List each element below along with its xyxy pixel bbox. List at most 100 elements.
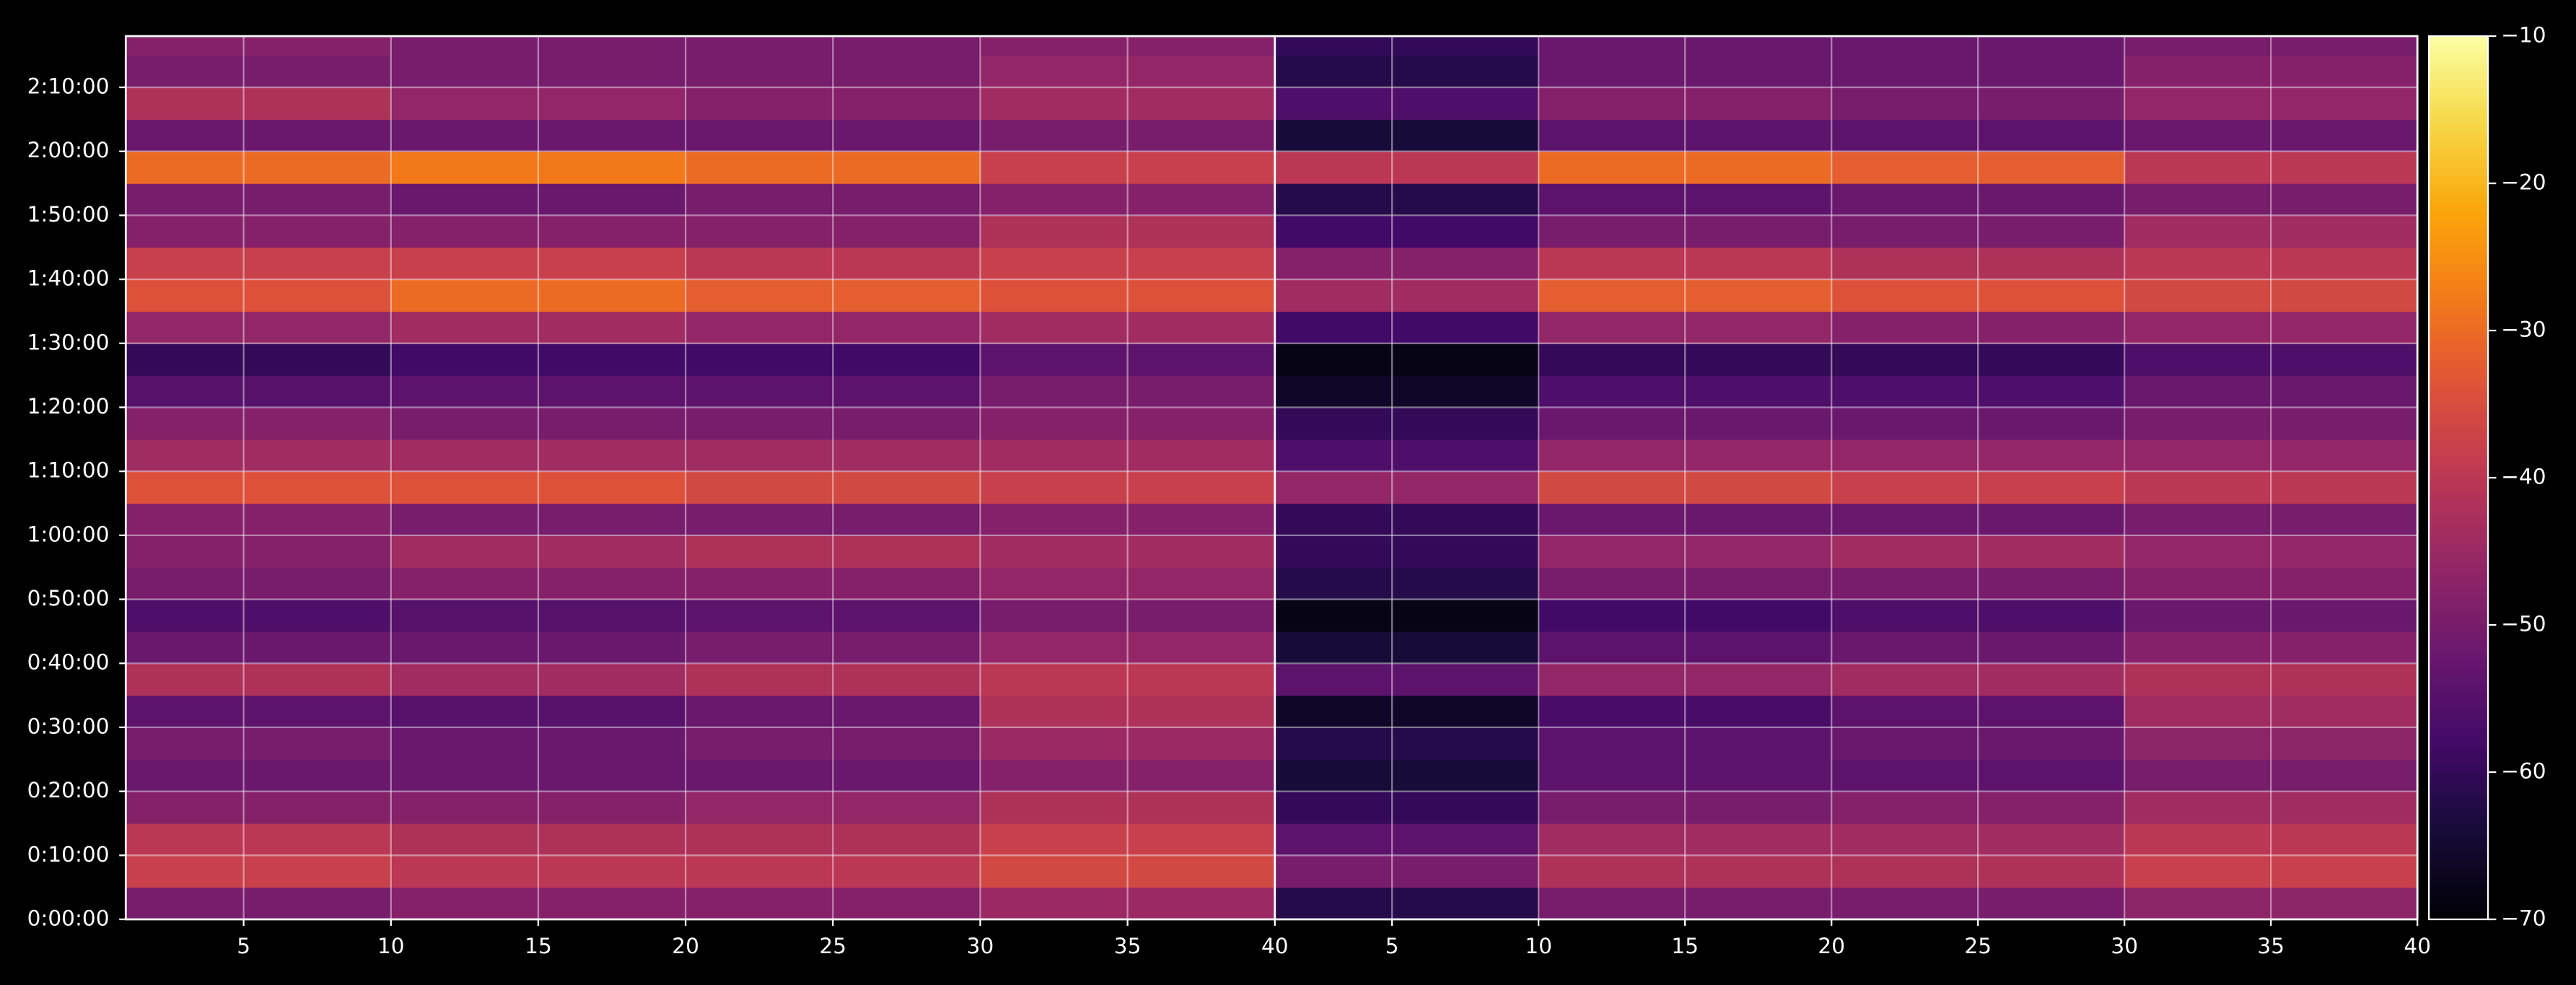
colorbar-segment bbox=[2429, 175, 2489, 185]
heatmap-cell bbox=[685, 567, 981, 600]
heatmap-cell bbox=[1831, 855, 2125, 888]
colorbar-segment bbox=[2429, 227, 2489, 236]
heatmap-cell bbox=[685, 183, 981, 216]
heatmap-cell bbox=[685, 823, 981, 856]
heatmap-cell bbox=[980, 439, 1276, 472]
heatmap-cell bbox=[390, 471, 686, 504]
colorbar-segment bbox=[2429, 801, 2489, 810]
y-tick-label: 0:00:00 bbox=[27, 906, 110, 930]
colorbar-segment bbox=[2429, 499, 2489, 508]
colorbar-segment bbox=[2429, 883, 2489, 891]
heatmap-cell bbox=[1538, 407, 1832, 440]
heatmap-cell bbox=[1831, 759, 2125, 792]
heatmap-cell bbox=[1538, 471, 1832, 504]
heatmap-cell bbox=[1274, 36, 1539, 56]
colorbar-segment bbox=[2429, 205, 2489, 214]
heatmap-cell bbox=[390, 663, 686, 696]
heatmap-cell bbox=[390, 247, 686, 280]
heatmap-cell bbox=[1274, 87, 1539, 121]
x-tick-label: 25 bbox=[1964, 934, 1992, 958]
heatmap-cell bbox=[1538, 823, 1832, 856]
heatmap-cell bbox=[1538, 855, 1832, 888]
heatmap-cell bbox=[1831, 375, 2125, 408]
colorbar-segment bbox=[2429, 139, 2489, 148]
heatmap-cell bbox=[685, 343, 981, 376]
colorbar-segment bbox=[2429, 271, 2489, 280]
y-tick-label: 1:50:00 bbox=[27, 202, 110, 227]
heatmap-cell bbox=[980, 119, 1276, 152]
heatmap-cell bbox=[390, 215, 686, 248]
colorbar-segment bbox=[2429, 235, 2489, 243]
x-tick-label: 35 bbox=[1114, 934, 1142, 958]
colorbar-segment bbox=[2429, 102, 2489, 111]
colorbar-segment bbox=[2429, 191, 2489, 199]
colorbar-segment bbox=[2429, 478, 2489, 486]
colorbar-segment bbox=[2429, 551, 2489, 560]
heatmap-cell bbox=[390, 855, 686, 888]
colorbar-segment bbox=[2429, 750, 2489, 758]
heatmap-cell bbox=[1538, 215, 1832, 248]
heatmap-cell bbox=[126, 87, 392, 121]
colorbar-segment bbox=[2429, 389, 2489, 398]
heatmap-cell bbox=[1538, 535, 1832, 568]
heatmap-cell bbox=[390, 759, 686, 792]
heatmap-cell bbox=[2124, 55, 2418, 88]
heatmap-cell bbox=[1274, 343, 1539, 376]
heatmap-cell bbox=[1831, 887, 2125, 920]
heatmap-cell bbox=[390, 279, 686, 312]
heatmap-cell bbox=[1831, 695, 2125, 728]
x-tick-label: 5 bbox=[1385, 934, 1399, 958]
heatmap-cell bbox=[980, 55, 1276, 88]
heatmap-cell bbox=[1274, 215, 1539, 248]
heatmap-cell bbox=[126, 343, 392, 376]
heatmap-cell bbox=[2124, 503, 2418, 536]
colorbar-segment bbox=[2429, 617, 2489, 626]
heatmap-cell bbox=[126, 535, 392, 568]
colorbar-segment bbox=[2429, 455, 2489, 464]
heatmap-cell bbox=[980, 887, 1276, 920]
colorbar-segment bbox=[2429, 396, 2489, 406]
heatmap-cell bbox=[1274, 439, 1539, 472]
x-tick-label: 30 bbox=[967, 934, 994, 958]
colorbar-segment bbox=[2429, 522, 2489, 530]
heatmap-cell bbox=[980, 567, 1276, 600]
heatmap-cell bbox=[1831, 279, 2125, 312]
colorbar-segment bbox=[2429, 662, 2489, 670]
heatmap-cell bbox=[390, 535, 686, 568]
heatmap-cell bbox=[390, 87, 686, 121]
heatmap-cell bbox=[126, 279, 392, 312]
heatmap-cell bbox=[1538, 695, 1832, 728]
x-tick-label: 20 bbox=[1818, 934, 1845, 958]
colorbar-tick-label: −10 bbox=[2501, 23, 2546, 48]
heatmap-cell bbox=[980, 727, 1276, 760]
heatmap-cell bbox=[1274, 535, 1539, 568]
heatmap-cell bbox=[1831, 183, 2125, 216]
heatmap-cell bbox=[2124, 183, 2418, 216]
heatmap-cell bbox=[980, 183, 1276, 216]
colorbar-segment bbox=[2429, 323, 2489, 332]
heatmap-cell bbox=[1274, 567, 1539, 600]
heatmap-cell bbox=[980, 343, 1276, 376]
heatmap-cell bbox=[126, 375, 392, 408]
colorbar-segment bbox=[2429, 198, 2489, 206]
heatmap-cell bbox=[685, 695, 981, 728]
colorbar-segment bbox=[2429, 404, 2489, 413]
colorbar-segment bbox=[2429, 117, 2489, 126]
heatmap-cell bbox=[1831, 791, 2125, 824]
heatmap-cell bbox=[1274, 695, 1539, 728]
colorbar-segment bbox=[2429, 249, 2489, 258]
heatmap-cell bbox=[2124, 759, 2418, 792]
heatmap-cell bbox=[1274, 759, 1539, 792]
heatmap-cell bbox=[1538, 599, 1832, 632]
heatmap-cell bbox=[1274, 631, 1539, 664]
heatmap-cell bbox=[1831, 823, 2125, 856]
heatmap-cell bbox=[685, 887, 981, 920]
colorbar-segment bbox=[2429, 124, 2489, 133]
heatmap-cell bbox=[1538, 311, 1832, 344]
heatmap-cell bbox=[126, 36, 392, 56]
colorbar-segment bbox=[2429, 433, 2489, 442]
heatmap-cell bbox=[685, 151, 981, 184]
colorbar-segment bbox=[2429, 51, 2489, 59]
heatmap-cell bbox=[2124, 471, 2418, 504]
colorbar-segment bbox=[2429, 161, 2489, 170]
